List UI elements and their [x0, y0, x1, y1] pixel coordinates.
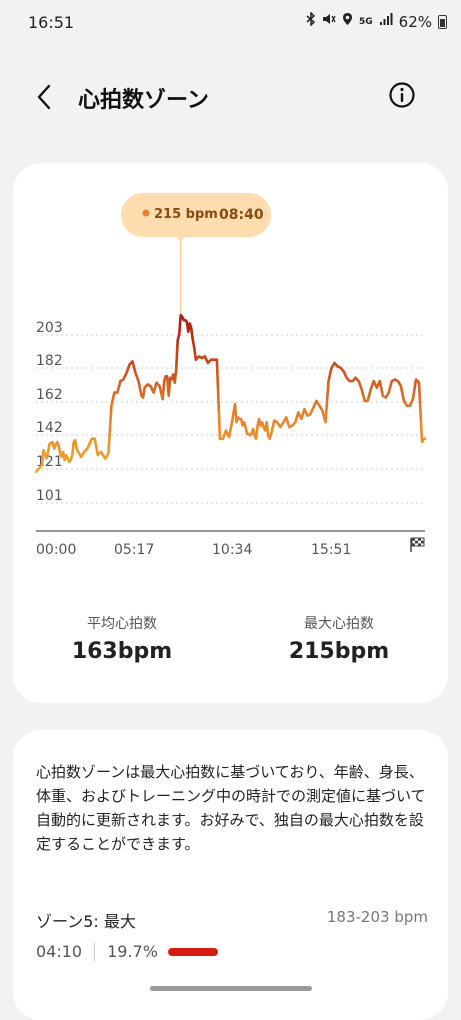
back-chevron-icon — [37, 84, 51, 110]
back-button[interactable] — [30, 82, 60, 112]
average-value-row: 163bpm — [37, 639, 207, 664]
y-tick-label: 101 — [36, 488, 63, 504]
heart-rate-chart-card: 203 182 162 142 121 101 00:00 05:17 10:34 15:51 … — [13, 163, 448, 703]
tooltip-pointer — [175, 236, 186, 242]
zone5-detail: 04:10 19.7% — [36, 942, 218, 961]
zone5-divider — [94, 942, 96, 961]
zone5-percent: 19.7% — [107, 942, 158, 961]
info-icon — [389, 82, 415, 108]
battery-percent: 62% — [398, 12, 432, 31]
y-tick-label: 162 — [36, 387, 63, 403]
signal-icon — [379, 12, 393, 31]
app-header: 心拍数ゾーン — [0, 70, 461, 126]
average-label: 平均心拍数 — [87, 616, 157, 632]
checkered-flag-icon — [410, 537, 425, 552]
y-tick-label: 142 — [36, 420, 63, 436]
status-time: 16:51 — [28, 13, 75, 32]
max-heart-rate: 最大心拍数 215bpm — [254, 613, 424, 664]
stats-row: 平均心拍数 163bpm 最大心拍数 215bpm — [13, 613, 448, 683]
average-heart-rate: 平均心拍数 163bpm — [37, 613, 207, 664]
zone5-name: ゾーン5: 最大 — [36, 912, 136, 931]
max-value-row: 215bpm — [254, 639, 424, 664]
max-value: 215 — [288, 639, 335, 664]
tooltip-dot — [142, 209, 150, 217]
bluetooth-icon — [306, 11, 316, 31]
location-icon — [342, 12, 353, 31]
y-tick-label: 182 — [36, 353, 63, 369]
mute-icon — [322, 12, 336, 31]
battery-icon — [438, 14, 447, 29]
tooltip: 215 bpm 08:40 — [121, 193, 271, 242]
zone-info-card: 心拍数ゾーンは最大心拍数に基づいており、年齢、身長、体重、およびトレーニング中の… — [13, 730, 448, 1020]
heart-rate-line — [34, 313, 427, 473]
tooltip-background — [121, 193, 271, 237]
x-tick-label: 05:17 — [114, 542, 154, 558]
home-indicator[interactable] — [150, 986, 312, 991]
zone-description: 心拍数ゾーンは最大心拍数に基づいており、年齢、身長、体重、およびトレーニング中の… — [36, 763, 426, 853]
tooltip-value: 215 bpm — [154, 207, 218, 222]
tooltip-time: 08:40 — [219, 207, 264, 223]
status-bar: 16:51 5G 62% — [0, 0, 461, 48]
zone5-time: 04:10 — [36, 942, 83, 961]
status-icons: 5G 62% — [306, 11, 447, 31]
info-button[interactable] — [388, 81, 416, 109]
average-unit: bpm — [117, 639, 173, 664]
zone5-range: 183-203 bpm — [326, 908, 428, 926]
max-unit: bpm — [334, 639, 390, 664]
x-tick-label: 15:51 — [311, 542, 351, 558]
average-value: 163 — [71, 639, 118, 664]
zone5-bar — [167, 947, 218, 956]
5g-icon: 5G — [359, 16, 373, 27]
x-tick-label: 10:34 — [212, 542, 252, 558]
max-label: 最大心拍数 — [304, 616, 374, 632]
page-title: 心拍数ゾーン — [78, 88, 209, 113]
y-tick-label: 203 — [36, 320, 63, 336]
x-tick-label: 00:00 — [36, 542, 76, 558]
